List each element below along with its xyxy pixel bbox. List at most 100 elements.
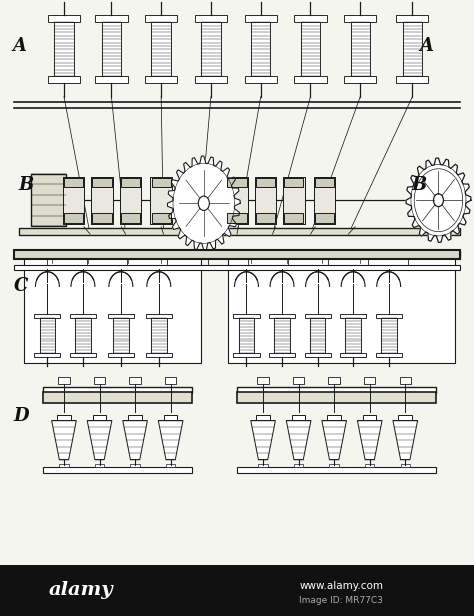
Bar: [292, 415, 305, 421]
Bar: [91, 177, 112, 224]
Bar: [195, 15, 227, 22]
Polygon shape: [322, 421, 346, 460]
Bar: [0, 565, 474, 616]
Bar: [304, 353, 331, 357]
Bar: [95, 463, 104, 467]
Polygon shape: [123, 421, 147, 460]
Bar: [48, 76, 80, 83]
Bar: [363, 415, 376, 421]
Bar: [233, 353, 259, 357]
Bar: [92, 213, 111, 223]
Bar: [328, 377, 340, 384]
Bar: [201, 22, 220, 76]
Polygon shape: [357, 421, 382, 460]
Bar: [151, 177, 172, 224]
Bar: [195, 76, 227, 83]
Bar: [283, 177, 305, 224]
Bar: [256, 177, 275, 187]
Bar: [152, 22, 171, 76]
Bar: [228, 213, 246, 223]
Bar: [43, 392, 192, 403]
Bar: [130, 463, 140, 467]
Bar: [314, 177, 336, 224]
Bar: [166, 463, 175, 467]
Bar: [228, 177, 246, 187]
Bar: [70, 353, 96, 357]
Bar: [91, 177, 112, 224]
Bar: [245, 15, 277, 22]
Circle shape: [198, 196, 210, 211]
Polygon shape: [52, 421, 76, 460]
Bar: [400, 377, 411, 384]
Bar: [381, 318, 396, 353]
Bar: [301, 22, 320, 76]
Bar: [375, 353, 402, 357]
Bar: [95, 15, 128, 22]
Bar: [396, 15, 428, 22]
Bar: [237, 467, 436, 473]
Bar: [113, 318, 128, 353]
Polygon shape: [406, 158, 471, 242]
Bar: [344, 15, 376, 22]
Bar: [399, 415, 412, 421]
Bar: [94, 377, 105, 384]
Bar: [401, 463, 410, 467]
Bar: [344, 76, 376, 83]
Bar: [364, 377, 375, 384]
Bar: [145, 15, 177, 22]
Bar: [119, 177, 141, 224]
Bar: [284, 177, 303, 187]
Bar: [151, 177, 172, 224]
Bar: [57, 415, 71, 421]
Text: B: B: [18, 176, 34, 194]
Bar: [351, 22, 370, 76]
Bar: [34, 314, 61, 318]
Bar: [58, 377, 70, 384]
Bar: [108, 353, 134, 357]
Bar: [19, 228, 460, 235]
Bar: [233, 314, 259, 318]
Bar: [93, 415, 106, 421]
Bar: [14, 250, 460, 259]
Bar: [274, 318, 290, 353]
Bar: [314, 177, 336, 224]
Bar: [43, 387, 192, 393]
Bar: [146, 314, 172, 318]
Bar: [315, 213, 334, 223]
Polygon shape: [286, 421, 311, 460]
Bar: [55, 22, 73, 76]
Polygon shape: [158, 421, 183, 460]
Bar: [310, 318, 325, 353]
Bar: [294, 15, 327, 22]
Bar: [340, 314, 366, 318]
Bar: [340, 353, 366, 357]
Bar: [293, 377, 304, 384]
Circle shape: [434, 194, 443, 206]
Bar: [328, 415, 341, 421]
Text: www.alamy.com: www.alamy.com: [299, 581, 383, 591]
Bar: [151, 318, 167, 353]
Bar: [403, 22, 422, 76]
Bar: [226, 177, 247, 224]
Bar: [375, 314, 402, 318]
Bar: [294, 463, 303, 467]
Bar: [304, 314, 331, 318]
Polygon shape: [393, 421, 418, 460]
Bar: [14, 265, 460, 270]
Bar: [164, 415, 177, 421]
Bar: [146, 353, 172, 357]
Bar: [121, 177, 140, 187]
Bar: [345, 318, 361, 353]
Bar: [269, 353, 295, 357]
Polygon shape: [87, 421, 112, 460]
Bar: [128, 415, 142, 421]
Bar: [119, 177, 141, 224]
Text: B: B: [412, 176, 427, 194]
Bar: [237, 392, 436, 403]
Text: A: A: [12, 37, 26, 55]
Text: Image ID: MR77C3: Image ID: MR77C3: [300, 596, 383, 606]
Bar: [228, 253, 455, 363]
Bar: [283, 177, 305, 224]
Bar: [329, 463, 339, 467]
Bar: [255, 177, 276, 224]
